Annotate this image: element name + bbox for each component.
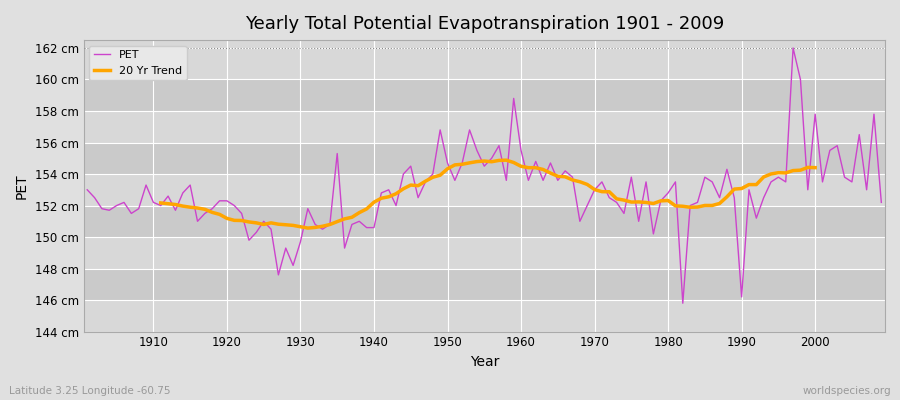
PET	[508, 96, 519, 101]
Bar	[84, 48, 885, 80]
20 Yr Trend	[156, 200, 166, 205]
Bar	[84, 206, 885, 237]
20 Yr Trend	[244, 220, 255, 224]
PET	[516, 148, 526, 153]
PET	[82, 187, 93, 192]
Bar	[84, 80, 885, 111]
Text: worldspecies.org: worldspecies.org	[803, 386, 891, 396]
20 Yr Trend	[810, 165, 821, 170]
Line: 20 Yr Trend: 20 Yr Trend	[161, 160, 815, 228]
PET	[346, 222, 357, 227]
PET	[678, 301, 688, 306]
PET	[876, 200, 886, 205]
Bar	[84, 268, 885, 300]
20 Yr Trend	[501, 158, 512, 162]
Bar	[84, 300, 885, 332]
20 Yr Trend	[729, 187, 740, 192]
20 Yr Trend	[795, 168, 806, 172]
20 Yr Trend	[361, 206, 372, 211]
PET	[140, 183, 151, 188]
PET	[302, 206, 313, 211]
Y-axis label: PET: PET	[15, 173, 29, 199]
20 Yr Trend	[715, 201, 725, 206]
PET	[604, 195, 615, 200]
PET	[788, 46, 798, 50]
Line: PET: PET	[87, 48, 881, 303]
Bar	[84, 237, 885, 268]
Bar	[84, 142, 885, 174]
20 Yr Trend	[302, 226, 313, 230]
X-axis label: Year: Year	[470, 355, 499, 369]
Bar	[84, 174, 885, 206]
20 Yr Trend	[626, 200, 636, 204]
Title: Yearly Total Potential Evapotranspiration 1901 - 2009: Yearly Total Potential Evapotranspiratio…	[245, 15, 724, 33]
Text: Latitude 3.25 Longitude -60.75: Latitude 3.25 Longitude -60.75	[9, 386, 170, 396]
Bar	[84, 111, 885, 142]
Legend: PET, 20 Yr Trend: PET, 20 Yr Trend	[89, 46, 186, 80]
